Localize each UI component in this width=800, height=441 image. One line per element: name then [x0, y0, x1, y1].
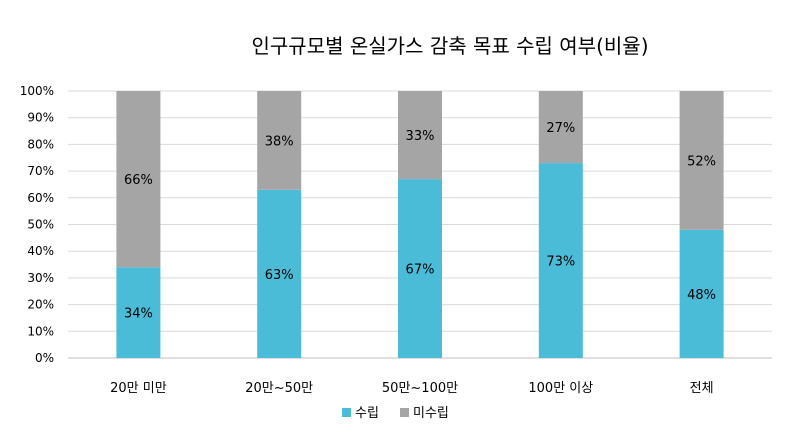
bar-established: [398, 179, 442, 358]
bar-not-established: [538, 91, 583, 164]
chart-title: 인구규모별 온실가스 감축 목표 수립 여부(비율): [252, 34, 649, 58]
legend-label: 미수립: [413, 406, 449, 421]
y-tick-label: 60%: [27, 191, 54, 205]
y-axis: 0% 10% 20% 30% 40% 50% 60% 70% 80% 90% 100%: [20, 84, 54, 365]
x-tick-label: 20만~50만: [245, 381, 313, 396]
data-label: 66%: [124, 173, 153, 188]
y-tick-label: 100%: [20, 84, 54, 98]
legend-label: 수립: [355, 406, 379, 421]
data-label: 67%: [406, 263, 435, 278]
bar-established: [257, 189, 302, 358]
y-tick-label: 70%: [27, 164, 54, 178]
legend: 수립 미수립: [342, 406, 449, 421]
x-tick-label: 50만~100만: [382, 381, 458, 396]
bar-not-established: [679, 91, 724, 230]
data-label: 27%: [546, 121, 575, 136]
y-tick-label: 90%: [27, 111, 54, 125]
x-axis: 20만 미만 20만~50만 50만~100만 100만 이상 전체: [110, 381, 713, 396]
data-label: 33%: [406, 129, 435, 144]
data-label: 52%: [687, 154, 716, 169]
y-tick-label: 30%: [27, 271, 54, 285]
data-label: 73%: [546, 255, 575, 270]
bar-not-established: [398, 91, 442, 180]
data-label: 63%: [265, 268, 294, 283]
y-tick-label: 0%: [35, 351, 54, 365]
bars: 34% 66% 63% 38% 67% 33% 73% 27% 48% 52%: [116, 91, 724, 358]
x-tick-label: 20만 미만: [110, 381, 167, 396]
y-tick-label: 50%: [27, 218, 54, 232]
y-tick-label: 10%: [27, 324, 54, 338]
data-label: 34%: [124, 307, 153, 322]
bar-established: [538, 163, 583, 358]
y-tick-label: 80%: [27, 137, 54, 151]
y-tick-label: 40%: [27, 244, 54, 258]
legend-swatch: [400, 408, 409, 417]
data-label: 38%: [265, 134, 294, 149]
legend-swatch: [342, 408, 351, 417]
bar-not-established: [257, 91, 302, 190]
data-label: 48%: [687, 288, 716, 303]
bar-established: [116, 267, 161, 358]
y-tick-label: 20%: [27, 298, 54, 312]
bar-not-established: [116, 91, 161, 268]
bar-established: [679, 229, 724, 358]
x-tick-label: 100만 이상: [528, 381, 593, 396]
x-tick-label: 전체: [690, 381, 714, 396]
